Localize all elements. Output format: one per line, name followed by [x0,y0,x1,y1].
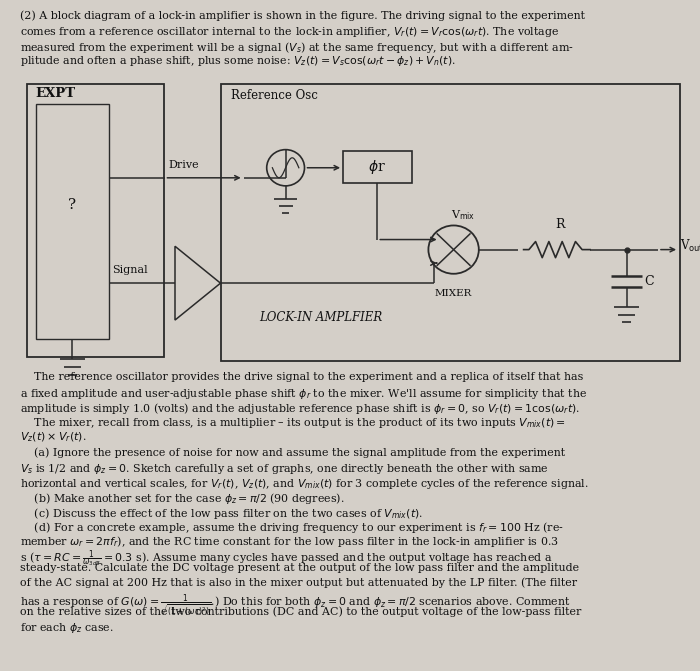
Text: (c) Discuss the effect of the low pass filter on the two cases of $V_{mix}(t)$.: (c) Discuss the effect of the low pass f… [20,506,423,521]
Text: s ($\tau = RC = \frac{1}{\omega_{3dB}} = 0.3$ s). Assume many cycles have passed: s ($\tau = RC = \frac{1}{\omega_{3dB}} =… [20,549,552,570]
Text: $V_s$ is 1/2 and $\phi_z = 0$. Sketch carefully a set of graphs, one directly be: $V_s$ is 1/2 and $\phi_z = 0$. Sketch ca… [20,462,548,476]
Text: V$_{\rm out}$: V$_{\rm out}$ [680,238,700,254]
Text: (d) For a concrete example, assume the driving frequency to our experiment is $f: (d) For a concrete example, assume the d… [20,520,564,535]
Text: steady-state. Calculate the DC voltage present at the output of the low pass fil: steady-state. Calculate the DC voltage p… [20,563,579,573]
Text: member $\omega_r = 2\pi f_r$), and the RC time constant for the low pass filter : member $\omega_r = 2\pi f_r$), and the R… [20,534,559,550]
Text: Drive: Drive [168,160,199,170]
Text: V$_{\rm mix}$: V$_{\rm mix}$ [451,208,475,222]
Bar [27,84,164,357]
Text: C: C [644,274,654,288]
Text: on the relative sizes of the two contributions (DC and AC) to the output voltage: on the relative sizes of the two contrib… [20,607,581,617]
Text: (b) Make another set for the case $\phi_z = \pi/2$ (90 degrees).: (b) Make another set for the case $\phi_… [20,491,344,506]
Text: R: R [555,218,565,231]
Text: amplitude is simply 1.0 (volts) and the adjustable reference phase shift is $\ph: amplitude is simply 1.0 (volts) and the … [20,401,580,416]
Text: of the AC signal at 200 Hz that is also in the mixer output but attenuated by th: of the AC signal at 200 Hz that is also … [20,578,577,588]
Text: ?: ? [69,198,76,211]
Text: The mixer, recall from class, is a multiplier – its output is the product of its: The mixer, recall from class, is a multi… [20,415,566,429]
Text: Reference Osc: Reference Osc [231,89,318,102]
Text: (a) Ignore the presence of noise for now and assume the signal amplitude from th: (a) Ignore the presence of noise for now… [20,448,565,458]
Text: LOCK-IN AMPLFIER: LOCK-IN AMPLFIER [259,311,382,324]
Text: EXPT: EXPT [35,87,75,100]
Text: $\phi$r: $\phi$r [368,158,386,176]
Bar [36,104,108,339]
Text: horizontal and vertical scales, for $V_r(t)$, $V_z(t)$, and $V_{mix}(t)$ for 3 c: horizontal and vertical scales, for $V_r… [20,476,588,491]
Text: comes from a reference oscillator internal to the lock-in amplifier, $V_r(t) = V: comes from a reference oscillator intern… [20,25,559,39]
Text: plitude and often a phase shift, plus some noise: $V_z(t) = V_s\cos(\omega_r t -: plitude and often a phase shift, plus so… [20,54,456,68]
Text: The reference oscillator provides the drive signal to the experiment and a repli: The reference oscillator provides the dr… [20,372,583,382]
Text: $V_z(t) \times V_r(t)$.: $V_z(t) \times V_r(t)$. [20,430,86,444]
Text: has a response of $G(\omega) = \frac{1}{\sqrt{(1+(\omega\tau)^2)}}$.) Do this fo: has a response of $G(\omega) = \frac{1}{… [20,592,570,619]
Text: measured from the experiment will be a signal ($V_s$) at the same frequency, but: measured from the experiment will be a s… [20,40,573,54]
Text: a fixed amplitude and user-adjustable phase shift $\phi_r$ to the mixer. We'll a: a fixed amplitude and user-adjustable ph… [20,386,587,401]
Bar [220,84,680,361]
Text: (2) A block diagram of a lock-in amplifier is shown in the figure. The driving s: (2) A block diagram of a lock-in amplifi… [20,10,584,21]
Text: MIXER: MIXER [435,289,472,297]
Text: Signal: Signal [112,265,148,275]
Bar [343,151,412,183]
Text: for each $\phi_z$ case.: for each $\phi_z$ case. [20,621,113,635]
